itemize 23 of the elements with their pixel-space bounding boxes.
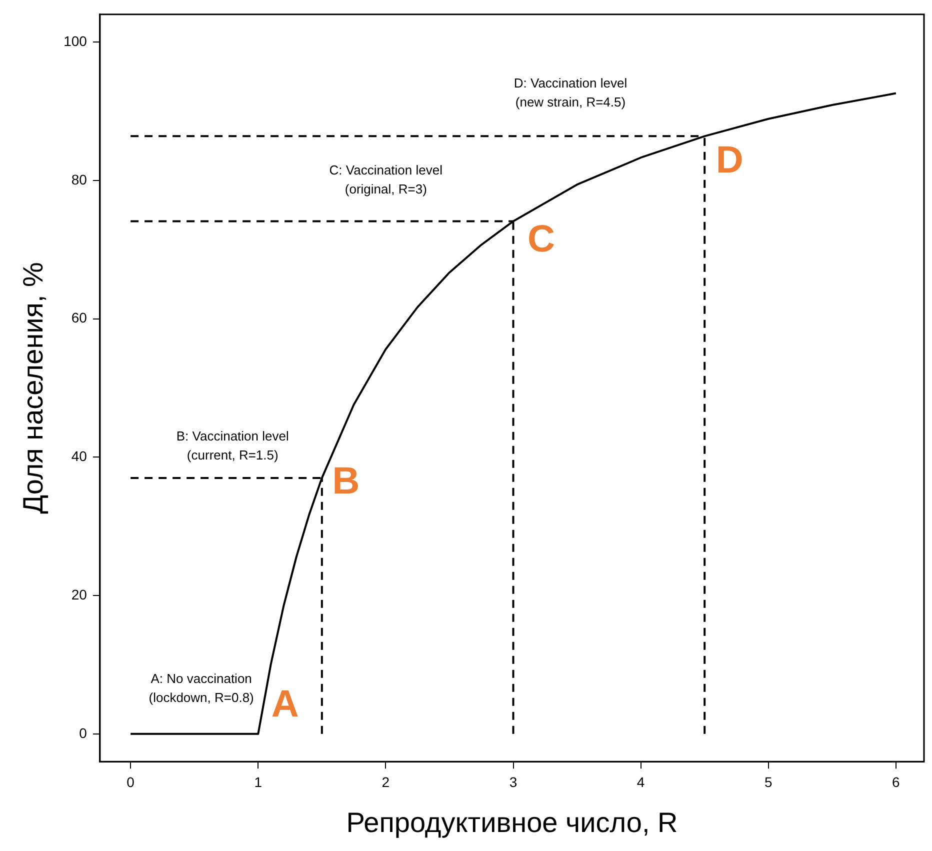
x-tick-label: 1 [254, 774, 262, 790]
annotation: C [528, 218, 555, 261]
y-tick-label: 40 [71, 448, 88, 464]
annotation: C: Vaccination level (original, R=3) [329, 162, 443, 196]
y-tick-label: 100 [64, 32, 88, 49]
y-tick-label: 60 [71, 310, 88, 326]
x-tick-label: 5 [764, 774, 772, 790]
y-tick-label: 80 [71, 171, 88, 188]
x-tick-label: 2 [382, 774, 390, 790]
x-tick-label: 0 [126, 774, 135, 790]
x-tick-label: 4 [636, 774, 645, 790]
x-axis-title: Репродуктивное число, R [346, 806, 678, 838]
y-axis-title: Доля населения, % [18, 262, 49, 514]
x-tick-label: 6 [892, 774, 900, 790]
x-tick-label: 3 [509, 774, 518, 790]
annotation: B: Vaccination level (current, R=1.5) [176, 428, 289, 462]
annotation: A: No vaccination (lockdown, R=0.8) [148, 671, 254, 706]
annotation: D [716, 140, 744, 182]
annotation: A [271, 683, 299, 726]
y-tick-label: 20 [71, 586, 88, 602]
annotation: B [332, 460, 360, 502]
annotation: D: Vaccination level (new strain, R=4.5) [514, 76, 628, 110]
y-tick-label: 0 [79, 724, 88, 741]
